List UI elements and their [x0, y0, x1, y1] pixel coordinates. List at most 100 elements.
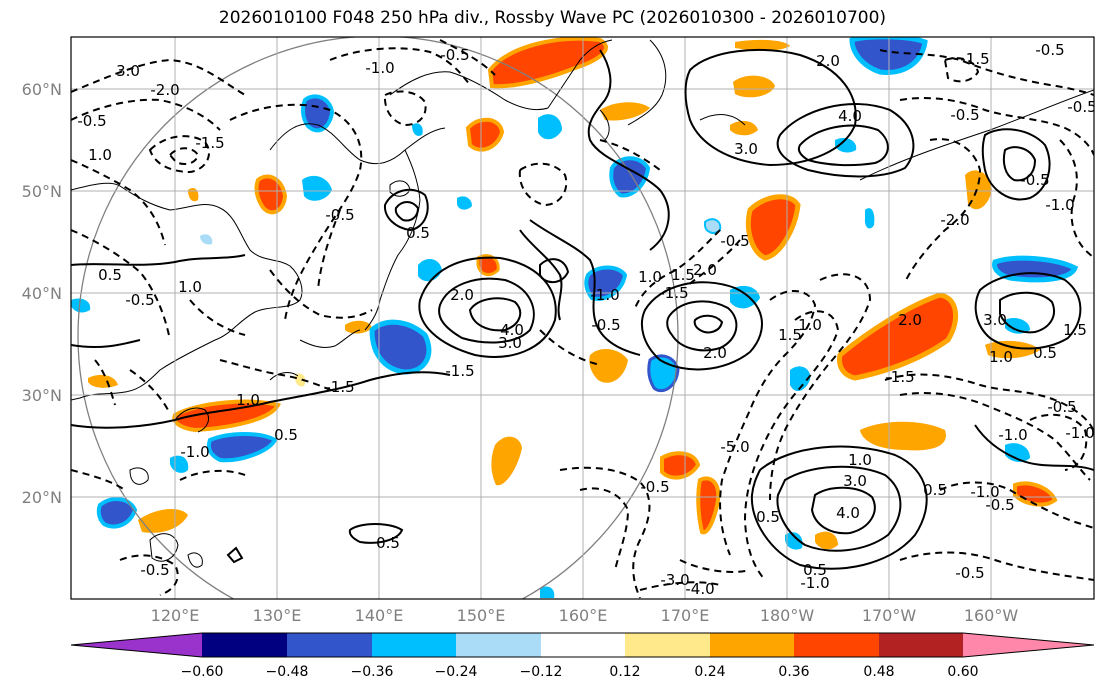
contour-label: -2.0 — [150, 81, 179, 99]
negative-div-patch — [457, 196, 472, 210]
negative-div-patch — [785, 532, 803, 550]
contour-label: -1.0 — [800, 574, 829, 592]
contour-label: -2.0 — [940, 211, 969, 229]
coastlines — [71, 39, 1094, 568]
lon-label-160w: 160°W — [964, 606, 1019, 625]
contour-label: -3.0 — [660, 571, 689, 589]
contour-label: 2.0 — [450, 286, 474, 304]
colorbar-tick-label: −0.48 — [266, 664, 309, 680]
contour-label: -1.5 — [960, 50, 989, 68]
contour-label: 0.5 — [923, 481, 947, 499]
positive-div-patch — [254, 174, 288, 215]
contour-label: 0.5 — [803, 561, 827, 579]
contour-label: -0.5 — [640, 478, 669, 496]
lon-label-180w: 180°W — [760, 606, 815, 625]
negative-div-patch — [864, 208, 875, 229]
contour-label: 3.0 — [116, 62, 140, 80]
plot-frame — [70, 36, 1095, 600]
contour-label: 1.5 — [671, 266, 695, 284]
latitude-axis: 60°N 50°N 40°N 30°N 20°N — [22, 80, 62, 507]
colorbar-tick-label: 0.36 — [778, 664, 809, 680]
positive-div-patch — [589, 348, 628, 383]
positive-div-patch — [733, 75, 775, 98]
contour-label: 1.0 — [88, 146, 112, 164]
negative-div-patch — [730, 285, 760, 309]
contour-label: -1.5 — [195, 134, 224, 152]
contour-label: -0.5 — [955, 564, 984, 582]
positive-div-patch — [294, 373, 306, 387]
positive-contours — [71, 49, 1094, 570]
negative-div-patch — [96, 497, 138, 529]
negative-div-patch — [584, 265, 628, 301]
contour-label: 1.0 — [848, 451, 872, 469]
contour-label: 1.0 — [638, 268, 662, 286]
positive-div-patch — [345, 320, 372, 334]
graticule — [71, 37, 1094, 599]
colorbar-segment — [372, 633, 456, 657]
contour-label: -1.0 — [1065, 424, 1094, 442]
negative-div-patch — [301, 94, 335, 133]
contour-label: -0.5 — [77, 112, 106, 130]
contour-label: -1.0 — [998, 426, 1027, 444]
contour-label: 0.5 — [756, 508, 780, 526]
contour-label: -1.0 — [365, 59, 394, 77]
colorbar-tick-label: 0.48 — [863, 664, 894, 680]
positive-div-patch — [600, 102, 650, 121]
contour-label-group: 3.0 -2.0 -1.0 -0.5 -0.5 2.0 -0.5 -1.5 4.… — [77, 41, 1096, 598]
negative-div-patch — [540, 586, 555, 598]
negative-div-patch — [200, 234, 213, 245]
colorbar-segment — [456, 633, 541, 657]
colorbar-segment — [710, 633, 794, 657]
negative-div-patch — [835, 138, 857, 153]
contour-label: 1.0 — [798, 316, 822, 334]
contour-label: -1.0 — [590, 286, 619, 304]
contour-label: 4.0 — [838, 107, 862, 125]
contour-label: -0.5 — [720, 232, 749, 250]
positive-div-patch — [837, 292, 958, 381]
contour-label: -1.0 — [1045, 196, 1074, 214]
contour-label: -4.0 — [685, 580, 714, 598]
lat-label-40n: 40°N — [22, 284, 62, 303]
positive-div-patch — [745, 194, 801, 261]
contour-label: 0.5 — [274, 426, 298, 444]
contour-label: -1.5 — [885, 368, 914, 386]
colorbar-tick-label: −0.24 — [435, 664, 478, 680]
contour-label: -0.5 — [1067, 98, 1096, 116]
negative-div-patch — [609, 156, 651, 198]
lat-label-30n: 30°N — [22, 386, 62, 405]
contour-label: 2.0 — [816, 52, 840, 70]
lon-label-160e: 160°E — [559, 606, 608, 625]
divergence-shading — [71, 37, 1079, 598]
contour-label: -5.0 — [720, 438, 749, 456]
positive-div-patch — [965, 170, 992, 210]
contour-label: -0.5 — [140, 561, 169, 579]
colorbar-tick-label: 0.12 — [609, 664, 640, 680]
positive-div-patch — [696, 476, 721, 535]
contour-label: -0.5 — [440, 46, 469, 64]
contour-label: 4.0 — [836, 504, 860, 522]
contour-label: 0.5 — [1033, 344, 1057, 362]
contour-label: 0.5 — [98, 266, 122, 284]
positive-div-patch — [815, 531, 838, 550]
contour-label: 1.0 — [236, 391, 260, 409]
lat-label-50n: 50°N — [22, 182, 62, 201]
lon-label-120e: 120°E — [151, 606, 200, 625]
contour-label: 3.0 — [983, 311, 1007, 329]
lon-label-150e: 150°E — [457, 606, 506, 625]
contour-label: -1.0 — [970, 483, 999, 501]
lon-label-140e: 140°E — [355, 606, 404, 625]
map-plot-area: 3.0 -2.0 -1.0 -0.5 -0.5 2.0 -0.5 -1.5 4.… — [71, 37, 1096, 599]
contour-label: 4.0 — [500, 321, 524, 339]
contour-label: 3.0 — [843, 472, 867, 490]
negative-div-patch — [790, 366, 811, 392]
contour-label: -0.5 — [325, 206, 354, 224]
contour-label: 1.5 — [1063, 321, 1087, 339]
negative-div-patch — [206, 432, 278, 463]
contour-label: 0.5 — [376, 534, 400, 552]
negative-div-patch — [1005, 443, 1030, 462]
colorbar-tick-label: 0.60 — [947, 664, 978, 680]
colorbar-outline — [70, 632, 1095, 658]
contour-label: -0.5 — [985, 496, 1014, 514]
positive-div-patch — [985, 340, 1040, 359]
contour-label: -0.5 — [125, 291, 154, 309]
